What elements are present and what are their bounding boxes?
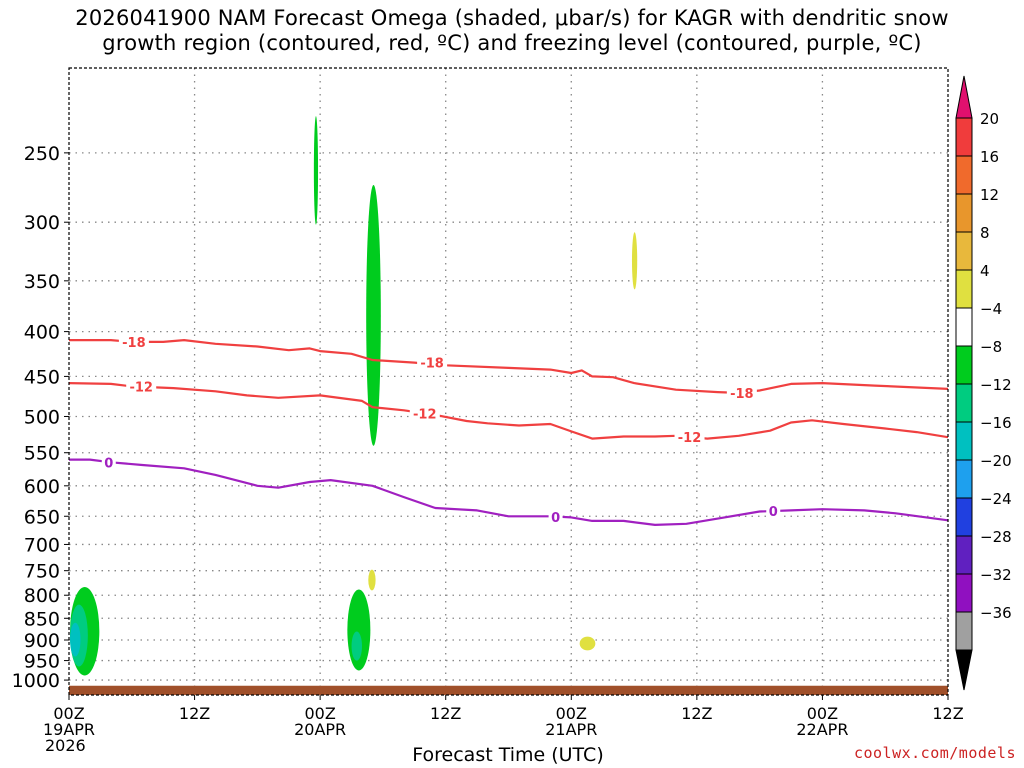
terrain-band (69, 685, 948, 695)
omega-region-4 (366, 184, 381, 446)
colorbar-swatch-8 (955, 421, 973, 461)
x-tick-label-48-1: 21APR (545, 720, 597, 739)
y-tick-label-1000: 1000 (12, 670, 60, 692)
x-tick-label-84-0: 12Z (932, 704, 963, 723)
y-tick-label-800: 800 (24, 585, 60, 607)
contour-label-2-0: 0 (104, 456, 113, 471)
colorbar-swatch-6 (955, 345, 973, 385)
colorbar-label-9: −20 (980, 452, 1012, 470)
x-tick-label-24-0: 00Z (304, 704, 335, 723)
omega-region-6 (351, 631, 362, 661)
contour-line-0 (69, 339, 948, 394)
colorbar-swatch-12 (955, 573, 973, 613)
contour-label-bg-0-2 (726, 384, 757, 401)
contour-label-0-0: -18 (122, 336, 146, 351)
grid (69, 68, 948, 695)
y-tick-label-650: 650 (24, 506, 60, 528)
colorbar-swatch-11 (955, 535, 973, 575)
colorbar-label-0: 20 (980, 110, 999, 128)
contour-label-0-2: -18 (730, 387, 754, 402)
colorbar-label-8: −16 (980, 414, 1012, 432)
colorbar-label-4: 4 (980, 262, 990, 280)
colorbar-label-1: 16 (980, 148, 999, 166)
colorbar: 20 16 12 8 4 −4 −8 −12 −16 −20 −24 −28 −32 −36 (955, 75, 1012, 691)
contour-label-bg-0-0 (118, 333, 149, 350)
chart-title-line-1: 2026041900 NAM Forecast Omega (shaded, μ… (75, 6, 949, 30)
contour-label-0-1: -18 (420, 357, 444, 372)
x-tick-label-72-0: 00Z (807, 704, 838, 723)
contour-line-1 (69, 382, 948, 440)
contour-label-1-0: -12 (129, 380, 153, 395)
colorbar-swatch-9 (955, 459, 973, 499)
colorbar-swatch-3 (955, 231, 973, 271)
plot-frame (68, 67, 949, 696)
chart-title-line-2: growth region (contoured, red, ºC) and f… (102, 31, 922, 55)
x-tick-label-12-0: 12Z (179, 704, 210, 723)
colorbar-swatch-7 (955, 383, 973, 423)
x-tick-label-72-1: 22APR (796, 720, 848, 739)
y-tick-label-950: 950 (24, 651, 60, 673)
colorbar-swatch-2 (955, 193, 973, 233)
colorbar-label-13: −36 (980, 604, 1012, 622)
x-axis-title: Forecast Time (UTC) (412, 744, 604, 766)
contour-label-bg-0-1 (417, 354, 448, 371)
site-credit[interactable]: coolwx.com/models (853, 744, 1016, 762)
colorbar-label-11: −28 (980, 528, 1012, 546)
y-tick-label-550: 550 (24, 443, 60, 465)
y-tick-label-600: 600 (24, 476, 60, 498)
omega-region-2 (70, 622, 81, 657)
contour-label-bg-2-2 (766, 502, 781, 519)
x-tick-label-0-0: 00Z (53, 704, 84, 723)
x-tick-label-60-0: 12Z (681, 704, 712, 723)
contour-line-2 (69, 458, 948, 527)
y-tick-label-250: 250 (24, 143, 60, 165)
omega-region-8 (631, 232, 638, 290)
omega-region-9 (579, 636, 596, 651)
x-tick-label-0-2: 2026 (45, 736, 86, 755)
colorbar-label-5: −4 (980, 300, 1002, 318)
colorbar-swatch-5 (955, 307, 973, 347)
contour-label-bg-2-0 (101, 454, 116, 471)
contour-label-bg-1-2 (674, 429, 705, 446)
x-tick-label-48-0: 00Z (556, 704, 587, 723)
contour-label-bg-1-0 (126, 378, 157, 395)
colorbar-label-7: −12 (980, 376, 1012, 394)
y-tick-label-900: 900 (24, 630, 60, 652)
colorbar-label-3: 8 (980, 224, 990, 242)
x-tick-label-0-1: 19APR (43, 720, 95, 739)
colorbar-swatch-4 (955, 269, 973, 309)
colorbar-label-6: −8 (980, 338, 1002, 356)
y-tick-label-750: 750 (24, 561, 60, 583)
omega-region-7 (368, 569, 376, 591)
colorbar-label-2: 12 (980, 186, 999, 204)
colorbar-swatch-13 (955, 611, 973, 651)
x-tick-label-36-0: 12Z (430, 704, 461, 723)
colorbar-top-arrow (955, 75, 973, 119)
y-tick-label-350: 350 (24, 271, 60, 293)
colorbar-label-12: −32 (980, 566, 1012, 584)
omega-region-3 (313, 116, 319, 225)
colorbar-bottom-arrow (955, 649, 973, 691)
contour-label-2-2: 0 (769, 505, 778, 520)
y-tick-label-700: 700 (24, 534, 60, 556)
y-tick-label-450: 450 (24, 366, 60, 388)
contour-label-1-1: -12 (413, 407, 437, 422)
omega-shading (70, 116, 638, 676)
y-tick-label-500: 500 (24, 406, 60, 428)
contour-label-bg-1-1 (409, 405, 440, 422)
colorbar-swatch-0 (955, 117, 973, 157)
contour-label-2-1: 0 (551, 511, 560, 526)
x-tick-label-24-1: 20APR (294, 720, 346, 739)
colorbar-swatch-1 (955, 155, 973, 195)
y-tick-label-850: 850 (24, 608, 60, 630)
colorbar-swatch-10 (955, 497, 973, 537)
contour-label-bg-2-1 (548, 508, 563, 525)
y-tick-label-400: 400 (24, 322, 60, 344)
contour-label-1-2: -12 (678, 431, 702, 446)
y-tick-label-300: 300 (24, 212, 60, 234)
colorbar-label-10: −24 (980, 490, 1012, 508)
